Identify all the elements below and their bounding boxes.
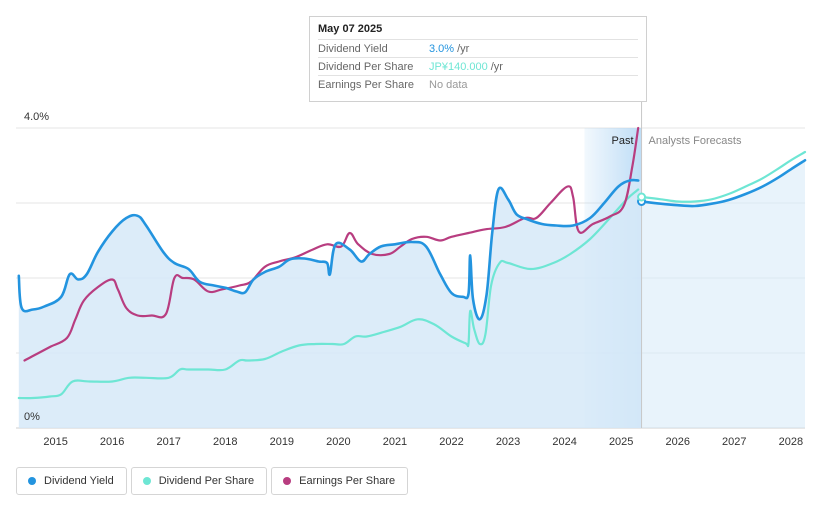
legend-dividend-per-share[interactable]: Dividend Per Share: [130, 467, 268, 495]
x-tick-label: 2019: [270, 436, 294, 448]
series-lines: [17, 126, 807, 400]
chart-legend: Dividend Yield Dividend Per Share Earnin…: [16, 467, 409, 495]
x-tick-label: 2020: [326, 436, 350, 448]
dividend-yield-forecast-area: [641, 160, 805, 429]
x-tick-label: 2024: [552, 436, 576, 448]
chart-tooltip: May 07 2025 Dividend Yield 3.0% /yr Divi…: [309, 16, 647, 102]
dividend-yield-line: [17, 178, 640, 321]
x-tick-label: 2016: [100, 436, 124, 448]
dividend-yield-forecast-line: [640, 159, 807, 208]
x-tick-label: 2015: [43, 436, 67, 448]
legend-dot-icon: [28, 477, 36, 485]
dividend-per-share-forecast-line: [640, 150, 807, 203]
x-tick-label: 2021: [383, 436, 407, 448]
tooltip-row-label: Earnings Per Share: [318, 78, 414, 91]
legend-dividend-yield[interactable]: Dividend Yield: [16, 467, 127, 495]
tooltip-row-value: No data: [429, 78, 468, 91]
x-tick-label: 2026: [665, 436, 689, 448]
legend-dot-icon: [283, 477, 292, 485]
tooltip-row-earnings-per-share: Earnings Per Share No data: [318, 75, 638, 93]
tooltip-row-unit: /yr: [457, 42, 470, 55]
tooltip-row-value: JP¥140.000: [429, 60, 488, 73]
y-axis-bottom-label: 0%: [24, 411, 40, 423]
legend-label: Dividend Yield: [44, 475, 114, 487]
dividend-per-share-line: [17, 188, 640, 400]
forecast-region-label: Analysts Forecasts: [649, 135, 742, 147]
legend-label: Earnings Per Share: [299, 475, 396, 487]
tooltip-row-label: Dividend Per Share: [318, 60, 414, 73]
tooltip-row-dividend-yield: Dividend Yield 3.0% /yr: [318, 39, 638, 57]
x-tick-label: 2018: [213, 436, 237, 448]
x-tick-label: 2027: [722, 436, 746, 448]
y-axis-top-label: 4.0%: [24, 111, 49, 123]
x-axis-ticks: 2015 2016 2017 2018 2019 2020 2021 2022 2023 2024…: [43, 436, 803, 448]
legend-earnings-per-share[interactable]: Earnings Per Share: [271, 467, 409, 495]
past-region-label: Past: [612, 135, 634, 147]
tooltip-date: May 07 2025: [318, 23, 383, 35]
x-tick-label: 2028: [779, 436, 803, 448]
x-tick-label: 2025: [609, 436, 633, 448]
x-tick-label: 2023: [496, 436, 520, 448]
hover-markers: [637, 192, 647, 206]
legend-label: Dividend Per Share: [158, 475, 255, 487]
earnings-per-share-line: [23, 126, 640, 362]
dividend-history-chart: 4.0% 0% Past Analysts Forecasts 2015 2016…: [16, 102, 807, 448]
tooltip-row-dividend-per-share: Dividend Per Share JP¥140.000 /yr: [318, 57, 638, 75]
x-tick-label: 2022: [439, 436, 463, 448]
tooltip-row-unit: /yr: [490, 60, 503, 73]
tooltip-row-value: 3.0%: [429, 42, 455, 55]
tooltip-row-label: Dividend Yield: [318, 42, 388, 55]
x-tick-label: 2017: [156, 436, 180, 448]
dividend-per-share-marker: [637, 192, 647, 202]
legend-dot-icon: [142, 477, 151, 485]
dividend-yield-area: [18, 180, 642, 428]
